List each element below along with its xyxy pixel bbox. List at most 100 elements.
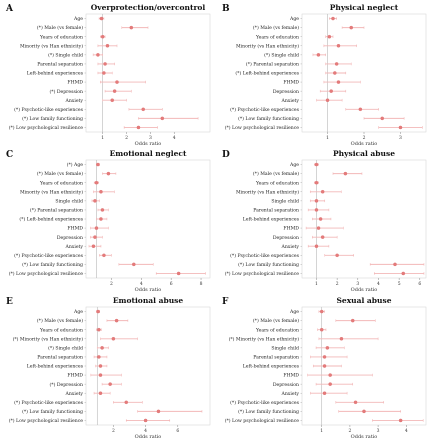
row-label: Age — [289, 162, 299, 168]
row-label: (*) Parental separation — [246, 61, 299, 68]
point-estimate — [115, 80, 119, 84]
point-estimate — [353, 400, 358, 405]
row-label: Anxiety — [281, 391, 300, 397]
point-estimate — [141, 107, 145, 112]
panel-letter: A — [5, 4, 14, 14]
row-label: FHMD — [283, 80, 299, 86]
row-label: Minority (vs Han ethnicity) — [236, 188, 299, 195]
point-estimate — [343, 171, 348, 176]
row-label: Anxiety — [65, 244, 84, 250]
panel-title: Physical abuse — [333, 149, 395, 158]
row-label: Depression — [273, 235, 299, 241]
x-tick-label: 6 — [170, 281, 173, 287]
point-estimate — [398, 125, 403, 130]
point-estimate — [102, 71, 106, 75]
row-label: Age — [73, 309, 83, 315]
point-estimate — [380, 116, 384, 121]
point-estimate — [339, 337, 344, 341]
x-tick-label: 3 — [356, 281, 359, 287]
row-label: (*) Left-behind experiences — [235, 70, 299, 77]
row-label: Years of education — [255, 34, 299, 40]
panel-letter: C — [6, 150, 13, 160]
point-estimate — [103, 62, 107, 66]
point-estimate — [96, 162, 100, 167]
point-estimate — [143, 418, 148, 423]
point-estimate — [314, 208, 319, 212]
x-tick-label: 2 — [363, 135, 366, 141]
row-label: (*) Low family functioning — [238, 261, 299, 268]
point-estimate — [132, 262, 136, 267]
point-estimate — [100, 208, 105, 212]
point-estimate — [349, 25, 353, 30]
row-label: Years of education — [255, 327, 299, 333]
row-label: Left-behind experiences — [27, 71, 84, 77]
point-estimate — [335, 253, 339, 258]
point-estimate — [93, 199, 97, 203]
row-label: (*) Low psychological resilience — [9, 270, 84, 277]
row-label: (*) Low psychological resilience — [9, 417, 84, 424]
row-label: (*) Minority (vs Han ethnicity) — [13, 335, 84, 342]
x-tick-label: 6 — [418, 281, 421, 287]
row-label: (*) Depression — [49, 88, 83, 95]
row-label: (*) Psychotic-like experiences — [230, 252, 300, 259]
row-label: (*) Low family functioning — [22, 115, 83, 122]
panel-letter: E — [6, 297, 13, 307]
x-tick-label: 5 — [398, 281, 401, 287]
point-estimate — [334, 62, 339, 66]
panel-letter: F — [222, 297, 229, 307]
row-label: (*) Minority (vs Han ethnicity) — [229, 335, 300, 342]
point-estimate — [112, 89, 117, 93]
row-label: Age — [289, 16, 299, 22]
x-tick-label: 3 — [149, 135, 152, 141]
x-tick-label: 1 — [326, 135, 329, 141]
row-label: (*) Psychotic-like experiences — [14, 399, 84, 406]
point-estimate — [329, 89, 333, 93]
point-estimate — [100, 34, 105, 39]
point-estimate — [156, 409, 161, 414]
point-estimate — [398, 418, 403, 423]
point-estimate — [124, 400, 129, 405]
row-label: (*) Psychotic-like experiences — [230, 106, 300, 113]
point-estimate — [97, 355, 101, 359]
x-axis-label: Odds ratio — [351, 141, 378, 147]
x-axis-label: Odds ratio — [135, 141, 162, 147]
row-label: (*) Low psychological resilience — [225, 270, 300, 277]
row-label: (*) Male (vs female) — [37, 317, 83, 324]
x-tick-label: 3 — [399, 135, 402, 141]
x-axis-label: Odds ratio — [351, 287, 378, 293]
point-estimate — [314, 244, 319, 248]
row-label: (*) Parental separation — [30, 207, 83, 214]
row-label: Minority (vs Han ethnicity) — [20, 188, 83, 195]
row-label: Age — [73, 16, 83, 22]
point-estimate — [110, 98, 114, 102]
point-estimate — [93, 235, 97, 239]
panel-letter: D — [222, 150, 230, 160]
row-label: (*) Male (vs female) — [37, 170, 83, 177]
point-estimate — [350, 318, 355, 323]
x-tick-label: 2 — [348, 428, 351, 434]
point-estimate — [94, 226, 99, 230]
row-label: Parental separation — [37, 62, 83, 68]
point-estimate — [328, 373, 332, 377]
panel-title: Emotional abuse — [113, 296, 184, 305]
x-tick-label: 2 — [112, 428, 115, 434]
row-label: FHMD — [67, 373, 83, 379]
row-label: (*) Age — [67, 161, 84, 168]
panel-title: Physical neglect — [330, 3, 399, 12]
x-tick-label: 1 — [101, 135, 104, 141]
row-label: Years of education — [39, 34, 83, 40]
point-estimate — [98, 373, 103, 377]
point-estimate — [322, 355, 327, 359]
x-tick-label: 4 — [377, 281, 380, 287]
x-tick-label: 4 — [140, 281, 143, 287]
row-label: Minority (vs Han ethnicity) — [236, 42, 299, 49]
row-label: (*) Low family functioning — [22, 408, 83, 415]
point-estimate — [401, 271, 406, 276]
point-estimate — [160, 116, 165, 121]
row-label: Years of education — [255, 180, 299, 186]
point-estimate — [393, 262, 397, 267]
panel-title: Emotional neglect — [110, 149, 187, 158]
point-estimate — [325, 98, 330, 102]
row-label: FHMD — [283, 373, 299, 379]
row-label: (*) Low family functioning — [238, 115, 299, 122]
